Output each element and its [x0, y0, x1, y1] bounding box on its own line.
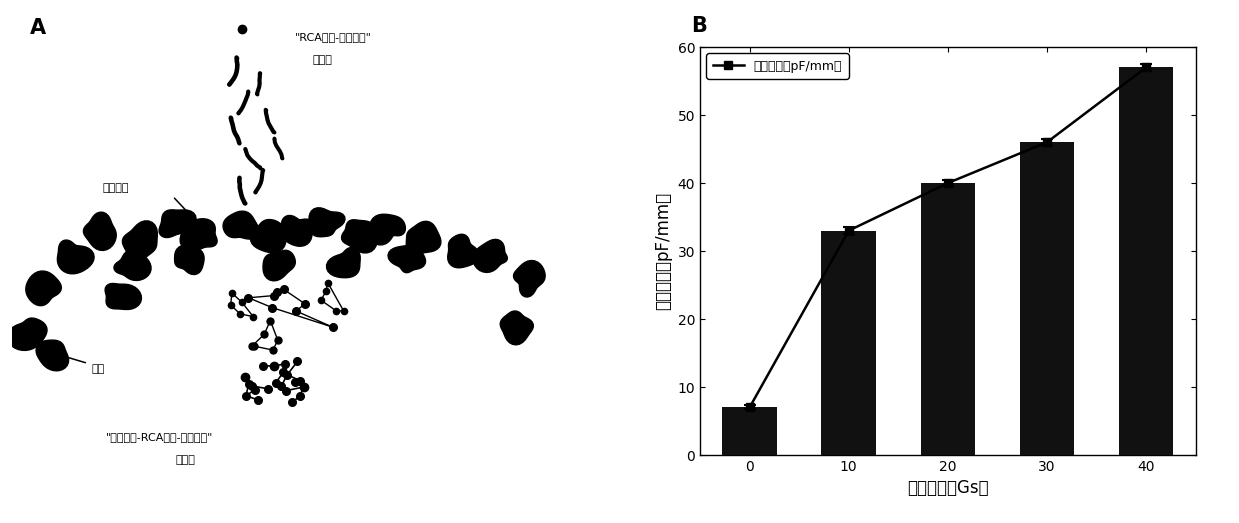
Polygon shape — [123, 221, 157, 260]
Text: "磁性颗粒-RCA产物-纳米颗粒": "磁性颗粒-RCA产物-纳米颗粒" — [105, 431, 213, 442]
Polygon shape — [105, 283, 141, 310]
Text: B: B — [691, 16, 707, 36]
Y-axis label: 介电常数（pF/mm）: 介电常数（pF/mm） — [654, 192, 672, 310]
Bar — [821, 231, 876, 455]
Polygon shape — [342, 220, 378, 253]
Bar — [1119, 67, 1173, 455]
Legend: 介电常数（pF/mm）: 介电常数（pF/mm） — [706, 53, 849, 79]
Polygon shape — [175, 245, 204, 275]
Polygon shape — [7, 318, 47, 350]
介电常数（pF/mm） — [1040, 139, 1054, 145]
Polygon shape — [370, 214, 405, 245]
Polygon shape — [513, 260, 545, 297]
Text: 硅油: 硅油 — [90, 363, 104, 374]
Polygon shape — [114, 249, 151, 280]
介电常数（pF/mm） — [742, 404, 757, 411]
介电常数（pF/mm） — [940, 180, 955, 186]
介电常数（pF/mm） — [841, 228, 856, 234]
Polygon shape — [406, 221, 441, 254]
Polygon shape — [309, 208, 344, 237]
Text: 聚合物: 聚合物 — [176, 455, 196, 465]
Polygon shape — [281, 215, 313, 246]
X-axis label: 磁场强度（Gs）: 磁场强度（Gs） — [907, 480, 989, 497]
Polygon shape — [263, 251, 295, 281]
Polygon shape — [388, 245, 425, 272]
Polygon shape — [159, 210, 196, 237]
Bar — [921, 183, 975, 455]
Polygon shape — [223, 211, 259, 239]
Polygon shape — [180, 219, 217, 251]
Text: A: A — [30, 18, 46, 38]
Polygon shape — [447, 234, 479, 268]
Polygon shape — [83, 212, 116, 251]
Polygon shape — [473, 240, 508, 272]
Polygon shape — [57, 240, 94, 274]
Polygon shape — [26, 271, 62, 305]
Line: 介电常数（pF/mm）: 介电常数（pF/mm） — [746, 63, 1150, 412]
Polygon shape — [36, 340, 68, 371]
Text: 聚合物: 聚合物 — [312, 55, 332, 65]
Bar — [1020, 142, 1074, 455]
Polygon shape — [250, 220, 286, 253]
介电常数（pF/mm） — [1139, 64, 1154, 71]
Text: "RCA产物-纳米颗粒": "RCA产物-纳米颗粒" — [295, 31, 372, 42]
Polygon shape — [327, 247, 361, 278]
Polygon shape — [501, 311, 533, 345]
Bar — [722, 407, 777, 455]
Text: 磁性颗粒: 磁性颗粒 — [103, 183, 129, 194]
